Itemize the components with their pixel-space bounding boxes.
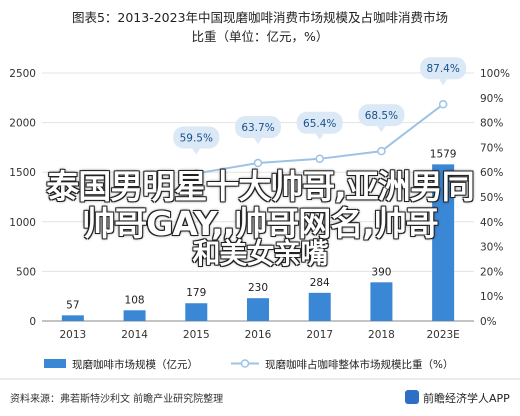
share-bubble <box>358 104 405 127</box>
y-left-tick-label: 2500 <box>9 68 36 80</box>
share-point <box>438 99 448 109</box>
x-tick-label: 2013 <box>59 329 86 341</box>
x-tick-label: 2016 <box>245 329 272 341</box>
bar-value-label: 390 <box>371 266 391 278</box>
bars <box>61 164 455 321</box>
share-value-label: 87.4% <box>426 63 459 75</box>
share-bubble <box>296 111 343 134</box>
y-right-tick-label: 100% <box>480 68 510 80</box>
y-axis-right: 0% 10% 20% 30% 40% 50% 60% 70% 80% 90% 100% <box>480 68 510 328</box>
y-right-tick-label: 60% <box>480 167 503 179</box>
bar-value-label: 57 <box>66 299 79 311</box>
y-right-tick-label: 80% <box>480 118 503 130</box>
share-value-label: 65.4% <box>303 118 336 130</box>
share-line <box>192 99 448 178</box>
chart-title: 图表5：2013-2023年中国现磨咖啡消费市场规模及占咖啡消费市场 <box>72 10 448 25</box>
share-bubble-pointer <box>315 133 324 140</box>
brand-logo-icon <box>405 390 419 404</box>
bar <box>123 310 146 321</box>
share-bubble <box>420 57 467 80</box>
y-right-tick-label: 10% <box>480 291 503 303</box>
y-left-tick-label: 1500 <box>9 167 36 179</box>
share-bubble <box>235 116 281 139</box>
legend: 现磨咖啡市场规模（亿元） 现磨咖啡占咖啡整体市场规模比重（%） <box>44 358 453 371</box>
bar <box>308 292 331 321</box>
x-axis-labels: 2013 2014 2015 2016 2017 2018 2023E <box>59 329 459 341</box>
y-left-tick-label: 1000 <box>9 217 36 229</box>
x-tick-label: 2018 <box>368 329 395 341</box>
x-tick-label: 2015 <box>183 329 210 341</box>
x-tick-label: 2023E <box>426 329 459 341</box>
footer-source: 资料来源：弗若斯特沙利文 前瞻产业研究院整理 <box>10 392 223 405</box>
y-right-tick-label: 30% <box>480 242 503 254</box>
bar <box>432 164 455 321</box>
share-value-label: 63.7% <box>241 122 274 134</box>
bar <box>185 303 208 321</box>
share-bubble <box>173 126 220 149</box>
share-bubble-pointer <box>439 79 448 86</box>
legend-marker-line <box>240 359 250 368</box>
share-value-label: 59.5% <box>180 132 213 144</box>
share-bubble-pointer <box>192 148 201 155</box>
share-point <box>377 146 386 156</box>
legend-label-line: 现磨咖啡占咖啡整体市场规模比重（%） <box>265 358 453 371</box>
bar-value-label: 108 <box>125 294 145 306</box>
bar-labels: 57 108 179 230 284 390 1579 <box>66 148 456 311</box>
brand-name: 前瞻经济学人APP <box>423 391 510 405</box>
bar <box>247 298 269 321</box>
share-bubble-pointer <box>254 138 262 145</box>
legend-swatch-bar <box>44 359 66 368</box>
bar <box>61 315 84 321</box>
share-point <box>315 154 324 164</box>
y-right-tick-label: 20% <box>480 266 503 278</box>
chart-subtitle: 比重（单位：亿元，%） <box>192 29 329 44</box>
share-bubbles: 59.5% 63.7% 65.4% 68.5% 87.4% <box>173 57 467 155</box>
legend-label-bar: 现磨咖啡市场规模（亿元） <box>72 358 198 371</box>
bar-value-label: 179 <box>186 287 206 299</box>
x-tick-label: 2017 <box>306 329 333 341</box>
bar-value-label: 284 <box>310 277 330 289</box>
share-bubble-pointer <box>377 126 386 133</box>
y-right-tick-label: 0% <box>480 316 497 328</box>
bar-value-label: 1579 <box>430 148 457 160</box>
y-right-tick-label: 40% <box>480 217 503 229</box>
bar-value-label: 230 <box>248 282 268 294</box>
y-right-tick-label: 70% <box>480 142 503 154</box>
share-point <box>253 158 263 168</box>
y-right-tick-label: 90% <box>480 93 503 105</box>
y-left-tick-label: 0 <box>29 316 36 328</box>
x-tick-label: 2014 <box>121 329 148 341</box>
y-axis-left: 0 500 1000 1500 2000 2500 <box>9 68 36 328</box>
footer-brand: 前瞻经济学人APP <box>405 390 510 405</box>
y-left-tick-label: 2000 <box>9 118 36 130</box>
share-point <box>192 169 201 178</box>
bar <box>370 282 393 321</box>
y-right-tick-label: 50% <box>480 192 503 204</box>
y-left-tick-label: 500 <box>16 266 36 278</box>
share-value-label: 68.5% <box>365 110 398 122</box>
